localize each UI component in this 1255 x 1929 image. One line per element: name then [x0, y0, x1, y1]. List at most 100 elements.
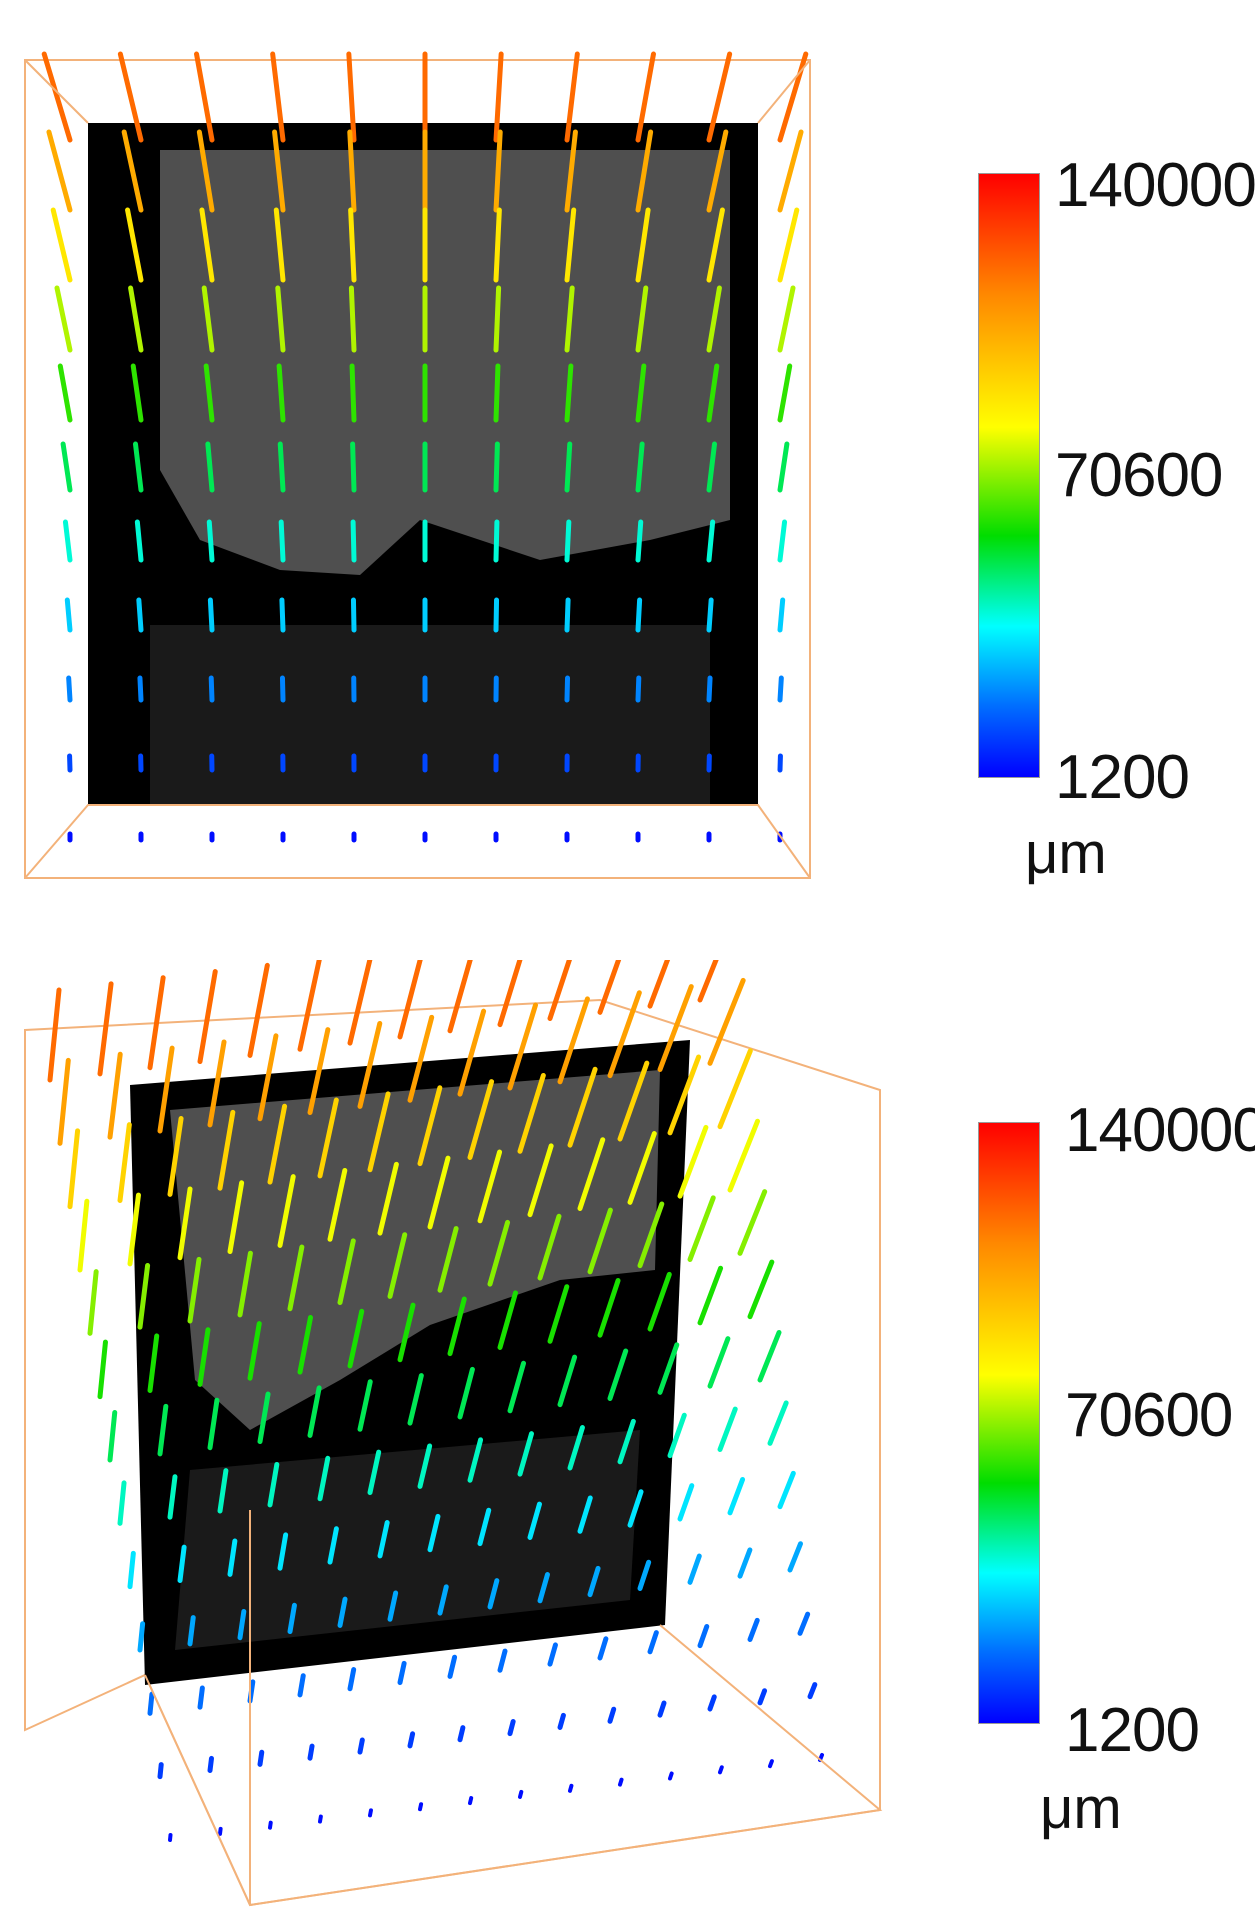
vector-arrow — [287, 1602, 297, 1635]
vector-arrow — [207, 597, 215, 633]
vector-arrow — [627, 1489, 644, 1528]
vector-arrow — [747, 1259, 775, 1320]
vector-arrow — [177, 1186, 193, 1261]
vector-arrow — [127, 1192, 141, 1267]
vector-arrow — [128, 285, 144, 353]
vector-arrow — [527, 1143, 554, 1218]
vector-arrow — [277, 1174, 296, 1248]
vector-arrow — [47, 987, 62, 1083]
vector-arrow — [276, 363, 286, 423]
vector-arrow — [317, 1455, 331, 1502]
vector-arrow — [346, 51, 357, 143]
vector-arrow — [677, 1483, 695, 1522]
bounding-box-floor-edges — [24, 804, 811, 879]
specimen-lower-region — [150, 625, 710, 805]
vector-arrows — [47, 960, 824, 1842]
vector-arrow — [467, 1437, 484, 1483]
vector-arrow — [417, 1443, 433, 1489]
vector-arrow — [777, 519, 788, 563]
vector-arrow — [203, 363, 215, 423]
vector-arrow — [350, 597, 357, 633]
vector-arrow — [407, 1014, 435, 1103]
vector-arrow — [327, 1526, 339, 1565]
vector-arrow — [227, 1538, 238, 1577]
vector-arrow — [257, 1749, 265, 1767]
vector-arrow — [737, 1189, 768, 1256]
vector-arrow — [270, 51, 286, 143]
vector-arrow — [427, 1155, 451, 1230]
vector-arrow — [41, 51, 73, 143]
vector-arrow — [107, 1051, 123, 1140]
vector-arrow — [348, 207, 357, 283]
vector-arrow — [267, 1103, 288, 1185]
vector-arrow — [350, 441, 357, 493]
vector-arrow — [377, 1161, 399, 1236]
vector-arrow — [647, 1271, 672, 1332]
vector-arrow — [617, 1060, 650, 1142]
vector-arrow — [347, 1308, 365, 1369]
vector-arrow — [564, 363, 574, 423]
vector-arrow — [457, 1366, 475, 1420]
vector-arrow — [197, 1685, 205, 1710]
vector-arrow — [167, 1474, 178, 1520]
vector-arrow — [297, 1673, 306, 1698]
vector-arrow — [447, 1296, 467, 1357]
vector-arrow — [564, 675, 571, 703]
colorbar-min-label: 1200 — [1065, 1696, 1200, 1765]
vector-arrow — [125, 207, 144, 283]
vector-arrow — [607, 990, 642, 1079]
top-panel: 140000 70600 1200 μm — [0, 0, 1255, 900]
vector-arrow — [657, 1342, 680, 1395]
vector-arrow — [637, 1559, 652, 1591]
vector-arrow — [706, 441, 718, 493]
vector-arrow — [447, 1654, 458, 1679]
vector-arrow — [197, 969, 218, 1065]
vector-arrow — [717, 1048, 753, 1130]
vector-arrow — [268, 1820, 273, 1830]
vector-arrow — [297, 1314, 313, 1375]
vector-arrow — [418, 1802, 424, 1812]
colorbar — [978, 1122, 1040, 1724]
vector-arrow — [237, 1250, 253, 1318]
vector-arrow — [205, 441, 215, 493]
vector-arrow — [307, 1743, 315, 1761]
vector-arrow — [367, 1449, 382, 1496]
vector-arrow — [564, 441, 573, 493]
vector-arrow — [97, 981, 114, 1077]
vector-arrow — [367, 1091, 391, 1173]
vector-arrow — [350, 519, 357, 563]
vector-arrow — [706, 285, 722, 353]
vector-arrow — [247, 962, 270, 1058]
vector-arrow — [407, 1731, 416, 1749]
vector-arrow — [617, 1418, 636, 1465]
vector-arrow — [136, 597, 144, 633]
vector-arrow — [157, 1762, 164, 1780]
vector-arrow — [597, 1636, 609, 1661]
vector-arrow — [217, 1468, 229, 1514]
vector-arrow — [199, 207, 215, 283]
vector-arrow — [57, 363, 73, 423]
colorbar-unit: μm — [1025, 821, 1107, 886]
specimen-region — [160, 150, 730, 575]
vector-arrow — [201, 285, 215, 353]
vector-arrow — [635, 129, 654, 213]
vector-arrow — [427, 1513, 441, 1553]
vector-arrow — [797, 1611, 811, 1636]
vector-arrow — [697, 1265, 724, 1326]
vector-arrow — [279, 675, 286, 703]
vector-arrow — [337, 1238, 356, 1306]
vector-arrow — [493, 597, 500, 633]
vector-arrow — [60, 441, 73, 493]
vector-arrow — [147, 975, 166, 1071]
vector-arrow — [387, 1232, 408, 1299]
vector-arrow — [273, 207, 286, 283]
vector-arrow — [777, 285, 796, 353]
vector-arrow — [157, 1045, 175, 1134]
vector-arrow — [267, 1461, 280, 1508]
vector-arrow — [272, 129, 286, 213]
vector-arrow — [537, 1213, 562, 1281]
vector-arrow — [67, 1128, 81, 1210]
vector-arrow — [564, 51, 580, 143]
vector-arrow — [718, 1765, 724, 1775]
vector-arrow — [487, 1219, 511, 1287]
